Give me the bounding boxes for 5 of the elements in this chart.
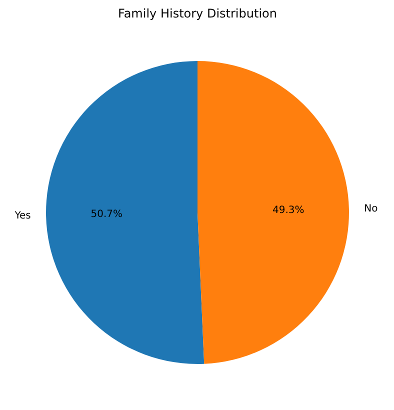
data-label: 49.3% <box>272 205 304 216</box>
chart-title: Family History Distribution <box>118 6 277 20</box>
slice-label: Yes <box>14 210 31 222</box>
data-label: 50.7% <box>90 209 123 220</box>
slice-label: No <box>364 203 378 214</box>
